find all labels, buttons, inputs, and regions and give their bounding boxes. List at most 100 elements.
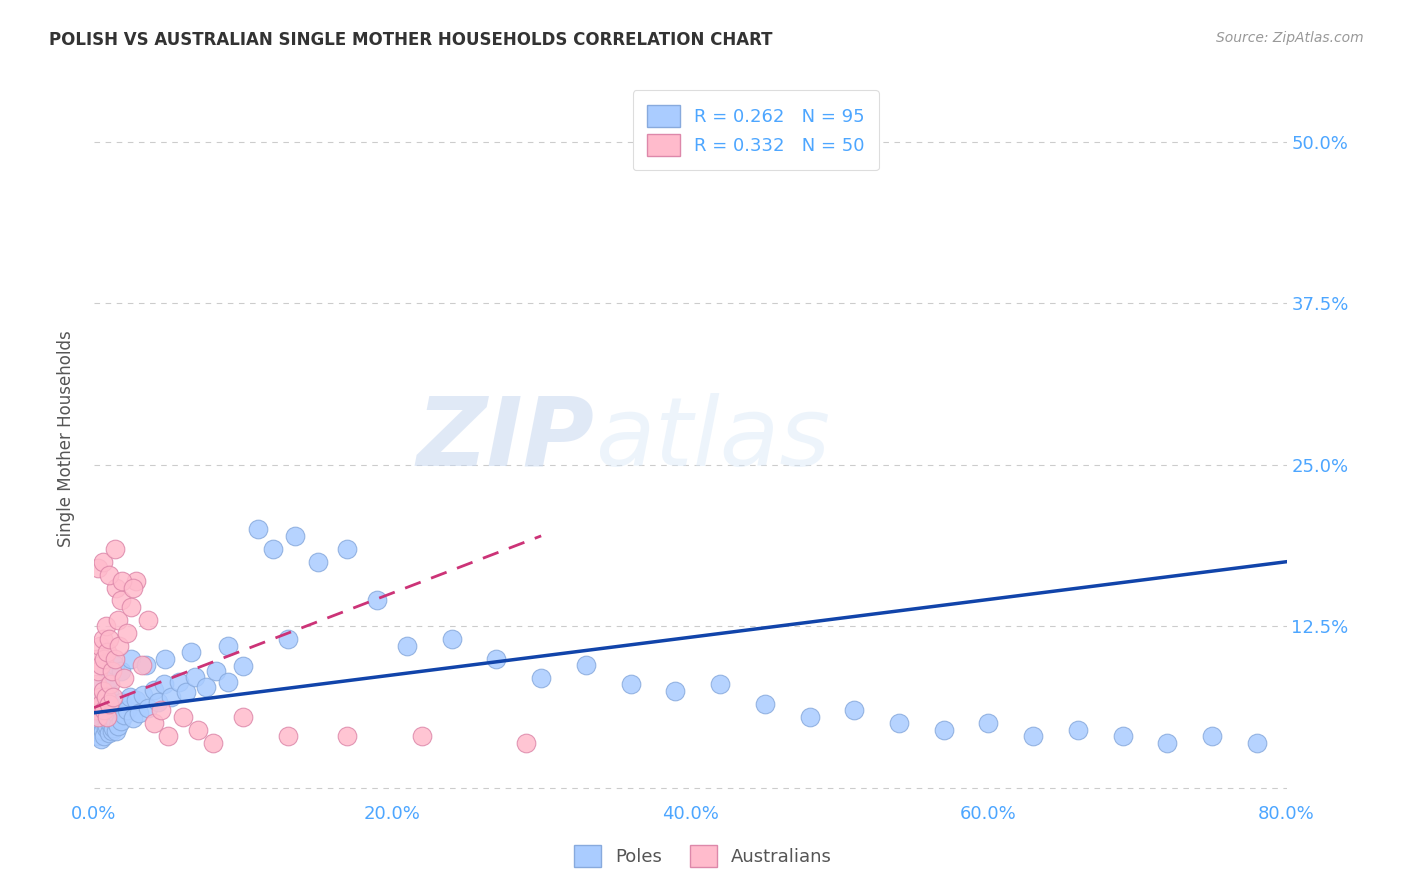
- Point: [232, 659, 254, 673]
- Point: [91, 703, 114, 717]
- Point: [93, 651, 115, 665]
- Point: [1156, 735, 1178, 749]
- Point: [709, 677, 731, 691]
- Point: [124, 574, 146, 588]
- Point: [89, 688, 111, 702]
- Point: [620, 677, 643, 691]
- Point: [105, 723, 128, 738]
- Point: [112, 671, 135, 685]
- Point: [132, 688, 155, 702]
- Point: [1067, 723, 1090, 737]
- Point: [136, 613, 159, 627]
- Point: [91, 683, 114, 698]
- Text: POLISH VS AUSTRALIAN SINGLE MOTHER HOUSEHOLDS CORRELATION CHART: POLISH VS AUSTRALIAN SINGLE MOTHER HOUSE…: [49, 31, 773, 49]
- Point: [932, 723, 955, 737]
- Point: [887, 716, 910, 731]
- Point: [94, 619, 117, 633]
- Point: [184, 670, 207, 684]
- Point: [1022, 729, 1045, 743]
- Point: [754, 697, 776, 711]
- Point: [799, 709, 821, 723]
- Point: [89, 706, 111, 720]
- Point: [98, 677, 121, 691]
- Point: [110, 665, 132, 679]
- Point: [217, 674, 239, 689]
- Point: [101, 703, 124, 717]
- Point: [187, 723, 209, 737]
- Point: [87, 690, 110, 705]
- Point: [120, 599, 142, 614]
- Point: [977, 716, 1000, 731]
- Point: [128, 706, 150, 720]
- Point: [96, 719, 118, 733]
- Point: [307, 555, 329, 569]
- Point: [575, 658, 598, 673]
- Point: [84, 709, 107, 723]
- Legend: R = 0.262   N = 95, R = 0.332   N = 50: R = 0.262 N = 95, R = 0.332 N = 50: [633, 90, 879, 170]
- Point: [142, 716, 165, 731]
- Point: [96, 698, 118, 712]
- Point: [94, 665, 117, 679]
- Point: [120, 651, 142, 665]
- Point: [146, 696, 169, 710]
- Point: [205, 665, 228, 679]
- Point: [90, 731, 112, 746]
- Point: [232, 709, 254, 723]
- Point: [91, 555, 114, 569]
- Point: [94, 681, 117, 696]
- Point: [90, 693, 112, 707]
- Point: [136, 700, 159, 714]
- Text: atlas: atlas: [595, 392, 830, 485]
- Point: [153, 677, 176, 691]
- Point: [844, 703, 866, 717]
- Point: [108, 639, 131, 653]
- Point: [98, 716, 121, 731]
- Point: [284, 529, 307, 543]
- Point: [485, 651, 508, 665]
- Point: [246, 523, 269, 537]
- Point: [87, 729, 110, 743]
- Point: [101, 723, 124, 738]
- Point: [142, 682, 165, 697]
- Point: [395, 639, 418, 653]
- Point: [112, 708, 135, 723]
- Point: [91, 632, 114, 647]
- Point: [202, 735, 225, 749]
- Point: [90, 677, 112, 691]
- Point: [104, 541, 127, 556]
- Point: [97, 567, 120, 582]
- Point: [89, 726, 111, 740]
- Point: [93, 689, 115, 703]
- Point: [115, 703, 138, 717]
- Point: [135, 658, 157, 673]
- Point: [86, 723, 108, 737]
- Point: [94, 690, 117, 705]
- Point: [150, 703, 173, 717]
- Point: [97, 706, 120, 720]
- Point: [94, 700, 117, 714]
- Point: [176, 685, 198, 699]
- Point: [107, 613, 129, 627]
- Point: [87, 561, 110, 575]
- Point: [90, 697, 112, 711]
- Point: [87, 709, 110, 723]
- Point: [104, 651, 127, 665]
- Point: [167, 674, 190, 689]
- Point: [366, 593, 388, 607]
- Legend: Poles, Australians: Poles, Australians: [567, 838, 839, 874]
- Point: [91, 723, 114, 738]
- Point: [97, 632, 120, 647]
- Point: [97, 685, 120, 699]
- Point: [104, 658, 127, 673]
- Point: [277, 632, 299, 647]
- Point: [1111, 729, 1133, 743]
- Point: [93, 729, 115, 743]
- Point: [93, 703, 115, 717]
- Point: [180, 645, 202, 659]
- Point: [115, 625, 138, 640]
- Point: [94, 721, 117, 735]
- Point: [90, 658, 112, 673]
- Point: [110, 593, 132, 607]
- Point: [105, 706, 128, 720]
- Point: [217, 639, 239, 653]
